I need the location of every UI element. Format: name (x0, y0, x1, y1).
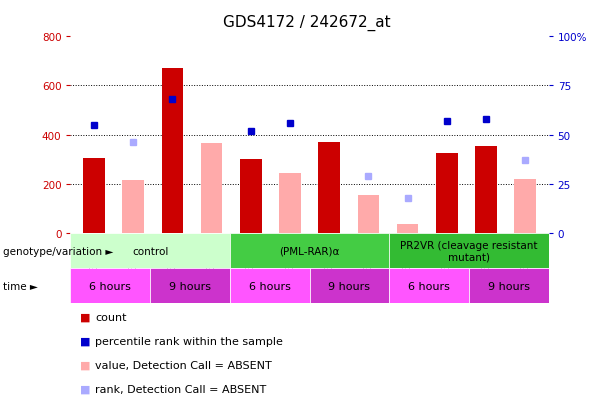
Text: time ►: time ► (3, 281, 38, 291)
Text: genotype/variation ►: genotype/variation ► (3, 246, 113, 256)
Text: GDS4172 / 242672_at: GDS4172 / 242672_at (223, 14, 390, 31)
Text: (PML-RAR)α: (PML-RAR)α (280, 246, 340, 256)
Bar (123, 180, 144, 233)
Bar (514, 179, 536, 233)
Bar (230, 233, 389, 268)
Text: 6 hours: 6 hours (408, 281, 450, 291)
Bar (279, 173, 301, 233)
Bar (70, 233, 230, 268)
Text: ■: ■ (80, 360, 90, 370)
Text: 9 hours: 9 hours (329, 281, 370, 291)
Text: ■: ■ (80, 384, 90, 394)
Text: 6 hours: 6 hours (89, 281, 131, 291)
Bar (310, 268, 389, 304)
Text: percentile rank within the sample: percentile rank within the sample (95, 336, 283, 346)
Bar (475, 146, 497, 233)
Text: rank, Detection Call = ABSENT: rank, Detection Call = ABSENT (95, 384, 266, 394)
Text: PR2VR (cleavage resistant
mutant): PR2VR (cleavage resistant mutant) (400, 240, 538, 262)
Bar (83, 159, 105, 233)
Text: 9 hours: 9 hours (488, 281, 530, 291)
Bar (318, 142, 340, 233)
Bar (357, 195, 379, 233)
Bar (162, 69, 183, 233)
Text: 6 hours: 6 hours (249, 281, 291, 291)
Text: ■: ■ (80, 336, 90, 346)
Bar (469, 268, 549, 304)
Bar (389, 268, 469, 304)
Bar (70, 268, 150, 304)
Text: value, Detection Call = ABSENT: value, Detection Call = ABSENT (95, 360, 272, 370)
Bar (389, 233, 549, 268)
Bar (230, 268, 310, 304)
Bar (397, 225, 418, 233)
Bar (436, 154, 457, 233)
Text: 9 hours: 9 hours (169, 281, 211, 291)
Text: control: control (132, 246, 169, 256)
Text: ■: ■ (80, 312, 90, 322)
Bar (150, 268, 230, 304)
Text: count: count (95, 312, 126, 322)
Bar (201, 144, 223, 233)
Bar (240, 160, 262, 233)
